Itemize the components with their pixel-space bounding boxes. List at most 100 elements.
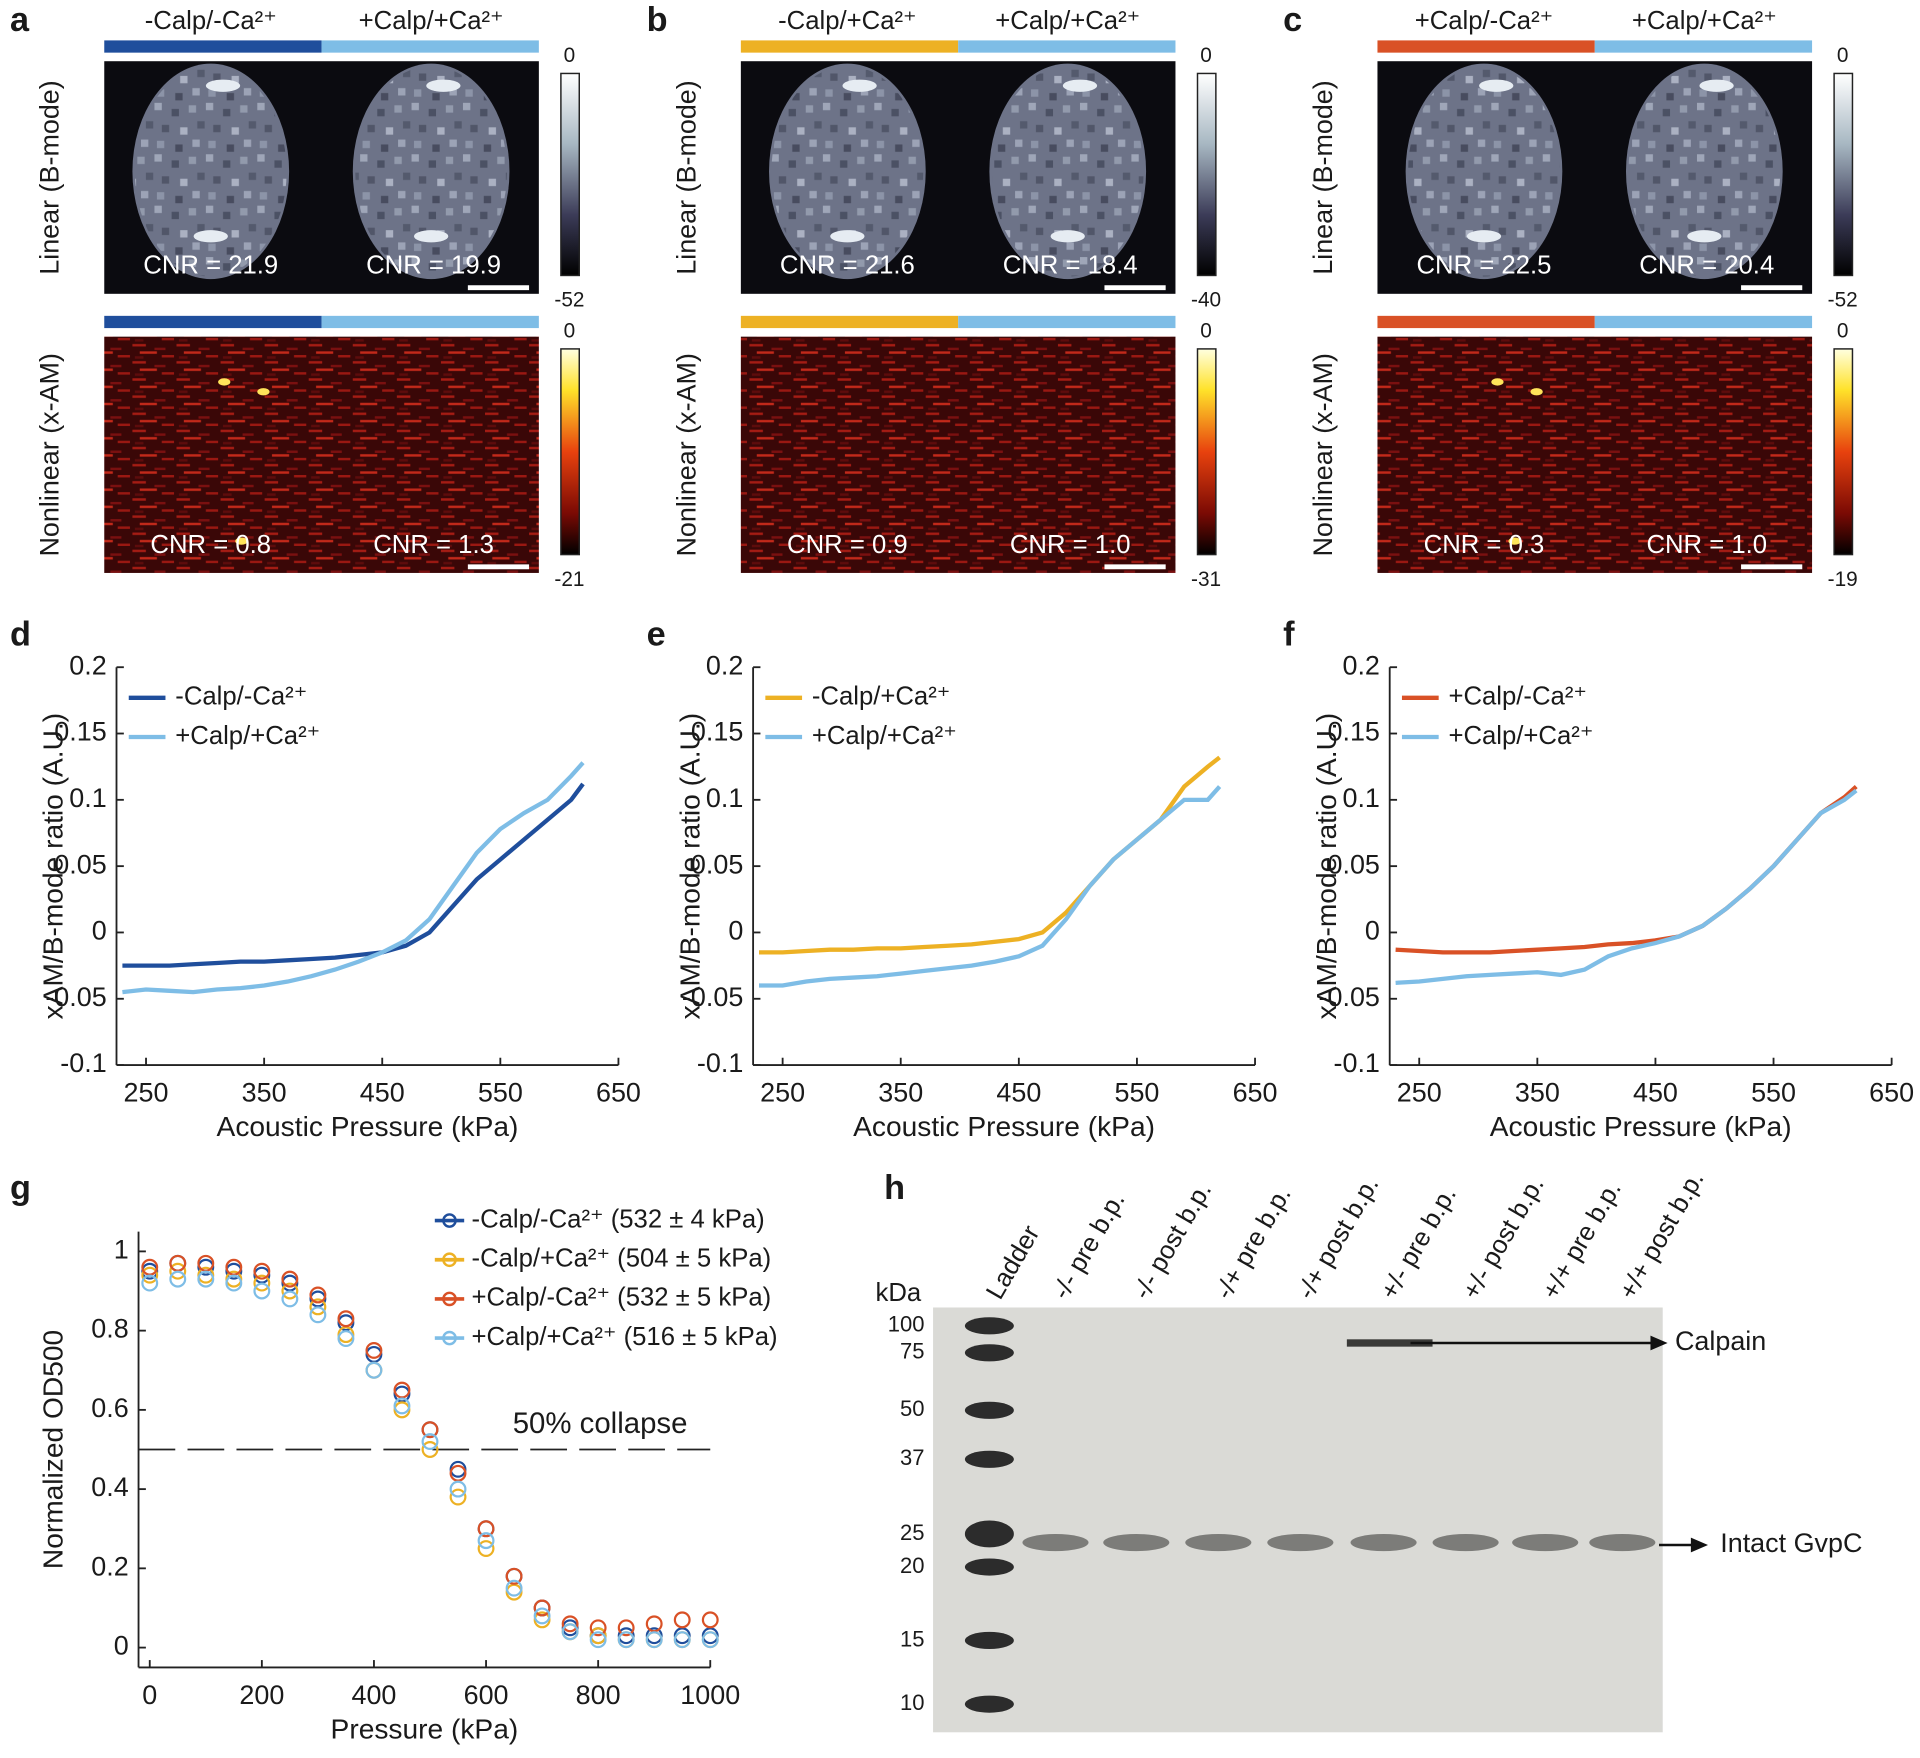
data-point [309,1306,327,1324]
arrow-head [1650,1335,1668,1351]
condition-label: +Calp/+Ca²⁺ [995,7,1140,35]
data-point [253,1282,271,1300]
lane-label: Ladder [981,1220,1045,1304]
colorbar [1196,72,1217,277]
legend-label: +Calp/+Ca²⁺ (516 ± 5 kPa) [472,1323,778,1351]
x-axis-label: Acoustic Pressure (kPa) [217,1111,519,1142]
legend-marker [442,1252,457,1268]
legend-label: -Calp/-Ca²⁺ (532 ± 4 kPa) [472,1205,765,1233]
x-tick-label: 550 [1751,1078,1796,1108]
data-point [309,1286,327,1304]
ladder-band [964,1520,1014,1548]
panel-letter: a [10,1,30,39]
x-tick-label: 1000 [680,1680,740,1710]
bright-spot [1508,537,1521,545]
condition-bar [104,315,322,329]
condition-label: +Calp/-Ca²⁺ [1415,7,1553,35]
unit-label: kDa [876,1279,922,1307]
data-point [505,1579,523,1597]
series-line [759,785,1222,988]
y-tick-label: -0.05 [45,982,106,1012]
condition-bar [958,315,1176,329]
bright-spot [413,230,449,243]
legend-label: +Calp/+Ca²⁺ [1448,722,1593,750]
cnr-label: CNR = 0.8 [150,531,271,559]
y-tick-label: 0.1 [706,783,743,813]
arrow-head [1690,1537,1709,1553]
colorbar-label: -31 [1191,568,1221,591]
data-point [561,1615,579,1633]
y-tick-label: 1 [114,1234,129,1264]
data-point [281,1282,299,1300]
x-tick-label: 350 [1515,1078,1560,1108]
colorbar [560,72,580,277]
data-point [701,1631,719,1649]
data-point [421,1441,439,1458]
speckle [991,66,1144,277]
condition-bar [321,315,539,329]
x-tick-label: 0 [142,1680,157,1710]
data-point [337,1330,355,1348]
condition-bar [958,40,1176,53]
series-line [1395,788,1858,985]
ladder-band [964,1558,1014,1576]
bright-spot [1050,230,1085,243]
data-point [365,1341,383,1359]
condition-bar [104,40,322,53]
panel-letter: d [10,616,31,654]
marker-label: 20 [900,1553,925,1578]
colorbar [1833,348,1854,556]
gvpc-band [1185,1533,1252,1552]
ladder-band [964,1450,1014,1468]
cnr-label: CNR = 18.4 [1003,252,1138,280]
y-tick-label: 0 [728,916,743,946]
x-tick-label: 450 [1633,1078,1678,1108]
marker-label: 25 [900,1520,925,1545]
condition-bar [740,40,959,53]
colorbar-label: -40 [1191,289,1221,312]
marker-label: 100 [888,1312,925,1337]
legend-marker [442,1213,457,1228]
marker-label: 37 [900,1445,925,1470]
condition-label: -Calp/-Ca²⁺ [145,7,277,35]
ladder-band [964,1401,1014,1419]
speckle [355,66,508,277]
x-tick-label: 250 [1397,1078,1442,1108]
data-point [505,1567,523,1585]
data-point [141,1266,159,1284]
y-tick-label: 0.15 [54,717,106,747]
data-point [589,1631,607,1649]
cnr-label: CNR = 22.5 [1417,252,1552,280]
ultrasound-image [1377,336,1813,573]
x-axis-label: Acoustic Pressure (kPa) [853,1111,1155,1142]
gvpc-band [1432,1533,1499,1552]
row-label: Linear (B-mode) [35,80,65,275]
ladder-band [964,1344,1014,1362]
series-line [122,761,585,995]
legend-label: +Calp/+Ca²⁺ [812,722,957,750]
data-point [365,1361,383,1379]
legend-label: +Calp/-Ca²⁺ (532 ± 5 kPa) [472,1284,772,1312]
y-tick-label: 0 [92,916,107,946]
colorbar-label: -19 [1828,568,1858,591]
data-point [449,1464,467,1482]
colorbar [1833,72,1854,277]
data-point [309,1298,327,1316]
cnr-label: CNR = 1.0 [1646,531,1767,559]
bright-spot [1466,230,1502,243]
lane-label: -/+ pre b.p. [1210,1182,1297,1304]
panel-letter: h [884,1169,905,1207]
data-point [673,1611,691,1629]
y-tick-label: 0.6 [91,1393,128,1423]
colorbar-label: 0 [1837,44,1849,67]
x-tick-label: 600 [464,1680,509,1710]
condition-bar [1377,40,1595,53]
x-tick-label: 400 [351,1680,396,1710]
x-tick-label: 800 [576,1680,621,1710]
x-tick-label: 250 [760,1078,805,1108]
data-point [169,1254,187,1272]
x-tick-label: 650 [596,1078,641,1108]
data-point [477,1532,495,1550]
condition-bar [1594,315,1813,329]
panel-letter: f [1283,616,1295,654]
